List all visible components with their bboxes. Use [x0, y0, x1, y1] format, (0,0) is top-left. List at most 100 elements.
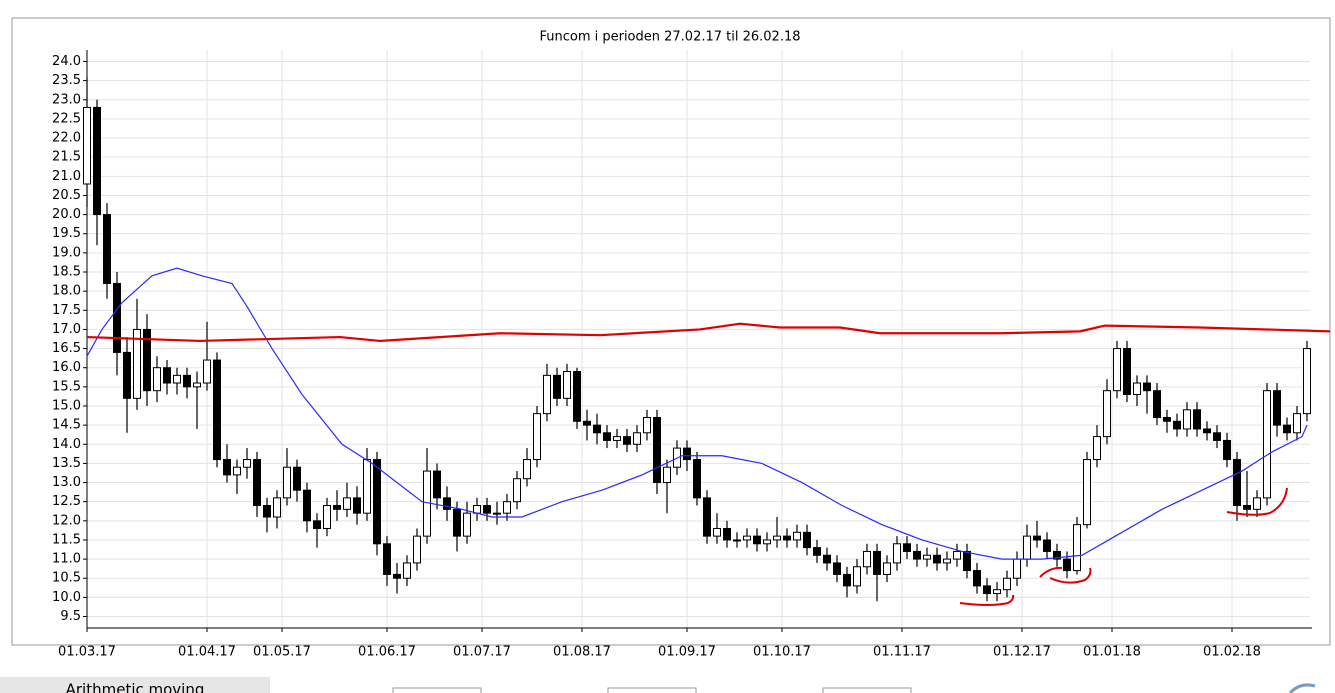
- y-tick-label: 11.5: [52, 532, 81, 547]
- x-tick-label: 01.05.17: [253, 645, 311, 660]
- candle-body: [543, 374, 551, 415]
- y-tick-label: 18.0: [52, 284, 81, 299]
- candle-body: [453, 508, 461, 537]
- candle-body: [903, 543, 911, 552]
- candle-body: [303, 489, 311, 522]
- candle-body: [603, 432, 611, 441]
- candle-body: [1183, 409, 1191, 430]
- candle-body: [413, 535, 421, 564]
- candle-body: [93, 106, 101, 216]
- candle-body: [833, 562, 841, 575]
- candle-body: [463, 512, 471, 537]
- candle-body: [383, 543, 391, 575]
- y-tick-label: 23.5: [52, 73, 81, 88]
- y-tick-label: 17.5: [52, 303, 81, 318]
- candle-body: [573, 371, 581, 422]
- x-tick-label: 01.08.17: [553, 645, 611, 660]
- candle-body: [1213, 432, 1221, 441]
- candle-body: [933, 554, 941, 564]
- candle-body: [713, 527, 721, 537]
- y-tick-label: 17.0: [52, 322, 81, 337]
- input-box[interactable]: [607, 687, 697, 693]
- candle-body: [1093, 436, 1101, 461]
- candle-body: [743, 535, 751, 541]
- candle-body: [1083, 459, 1091, 526]
- candle-body: [1263, 390, 1271, 499]
- x-tick-label: 01.01.18: [1083, 645, 1141, 660]
- plot-area: 9.5 10.0 10.5 11.0 11.5 12.0 12.5 13.0 13.5 14.0 1…: [52, 50, 1312, 660]
- candle-body: [343, 497, 351, 510]
- candle-body: [1053, 550, 1061, 560]
- candle-body: [523, 459, 531, 480]
- control-label-box: [0, 677, 270, 693]
- candle-body: [973, 570, 981, 587]
- y-tick-label: 9.5: [60, 609, 81, 624]
- y-tick-label: 23.0: [52, 92, 81, 107]
- scribble: [1039, 566, 1092, 584]
- candle-body: [913, 550, 921, 560]
- candle-body: [803, 531, 811, 549]
- candle-body: [1273, 390, 1281, 426]
- y-tick-label: 14.5: [52, 418, 81, 433]
- candle-body: [143, 328, 151, 392]
- candle-body: [283, 466, 291, 499]
- candle-body: [1283, 424, 1291, 434]
- y-tick-label: 20.5: [52, 188, 81, 203]
- candle-body: [793, 531, 801, 541]
- candle-body: [643, 416, 651, 434]
- candle-body: [193, 382, 201, 388]
- input-box[interactable]: [822, 687, 912, 693]
- candle-body: [963, 550, 971, 572]
- scribble: [959, 594, 1015, 606]
- candle-body: [843, 573, 851, 587]
- candle-body: [203, 359, 211, 384]
- candle-body: [853, 566, 861, 587]
- candle-body: [1153, 390, 1161, 418]
- candle-body: [133, 328, 141, 399]
- candle-body: [1073, 524, 1081, 572]
- candle-body: [223, 459, 231, 476]
- candle-body: [393, 573, 401, 579]
- y-tick-label: 24.0: [52, 54, 81, 69]
- candle-body: [253, 459, 261, 507]
- candle-body: [113, 282, 121, 353]
- candle-body: [783, 535, 791, 541]
- candle-body: [533, 413, 541, 461]
- x-tick-label: 01.11.17: [873, 645, 931, 660]
- icon: [1288, 683, 1316, 693]
- scribble: [1226, 487, 1288, 516]
- candle-body: [613, 436, 621, 441]
- candle-body: [1113, 348, 1121, 392]
- candle-body: [153, 367, 161, 392]
- y-tick-label: 21.0: [52, 169, 81, 184]
- candle-body: [1103, 390, 1111, 438]
- y-tick-label: 10.0: [52, 590, 81, 605]
- moving-average-line: [86, 267, 1308, 560]
- candle-body: [1193, 409, 1201, 430]
- y-tick-label: 13.5: [52, 456, 81, 471]
- chart-title: Funcom i perioden 27.02.17 til 26.02.18: [539, 30, 800, 45]
- candle-body: [953, 550, 961, 560]
- y-tick-label: 16.0: [52, 360, 81, 375]
- candle-body: [683, 447, 691, 461]
- candle-body: [1223, 439, 1231, 461]
- candle-body: [173, 374, 181, 384]
- candle-body: [723, 527, 731, 541]
- candle-body: [353, 497, 361, 514]
- candle-body: [363, 459, 371, 514]
- candle-body: [213, 359, 221, 461]
- candle-body: [183, 374, 191, 388]
- candle-body: [553, 374, 561, 399]
- candle-body: [583, 420, 591, 426]
- candle-body: [433, 470, 441, 499]
- candle-body: [1043, 539, 1051, 552]
- input-box[interactable]: [392, 687, 482, 693]
- y-tick-label: 12.5: [52, 494, 81, 509]
- candle-body: [123, 351, 131, 399]
- x-tick-label: 01.02.18: [1203, 645, 1261, 660]
- candle-body: [403, 562, 411, 579]
- candle-body: [593, 424, 601, 434]
- x-tick-label: 01.06.17: [358, 645, 416, 660]
- candle-body: [943, 558, 951, 564]
- candle-body: [563, 371, 571, 399]
